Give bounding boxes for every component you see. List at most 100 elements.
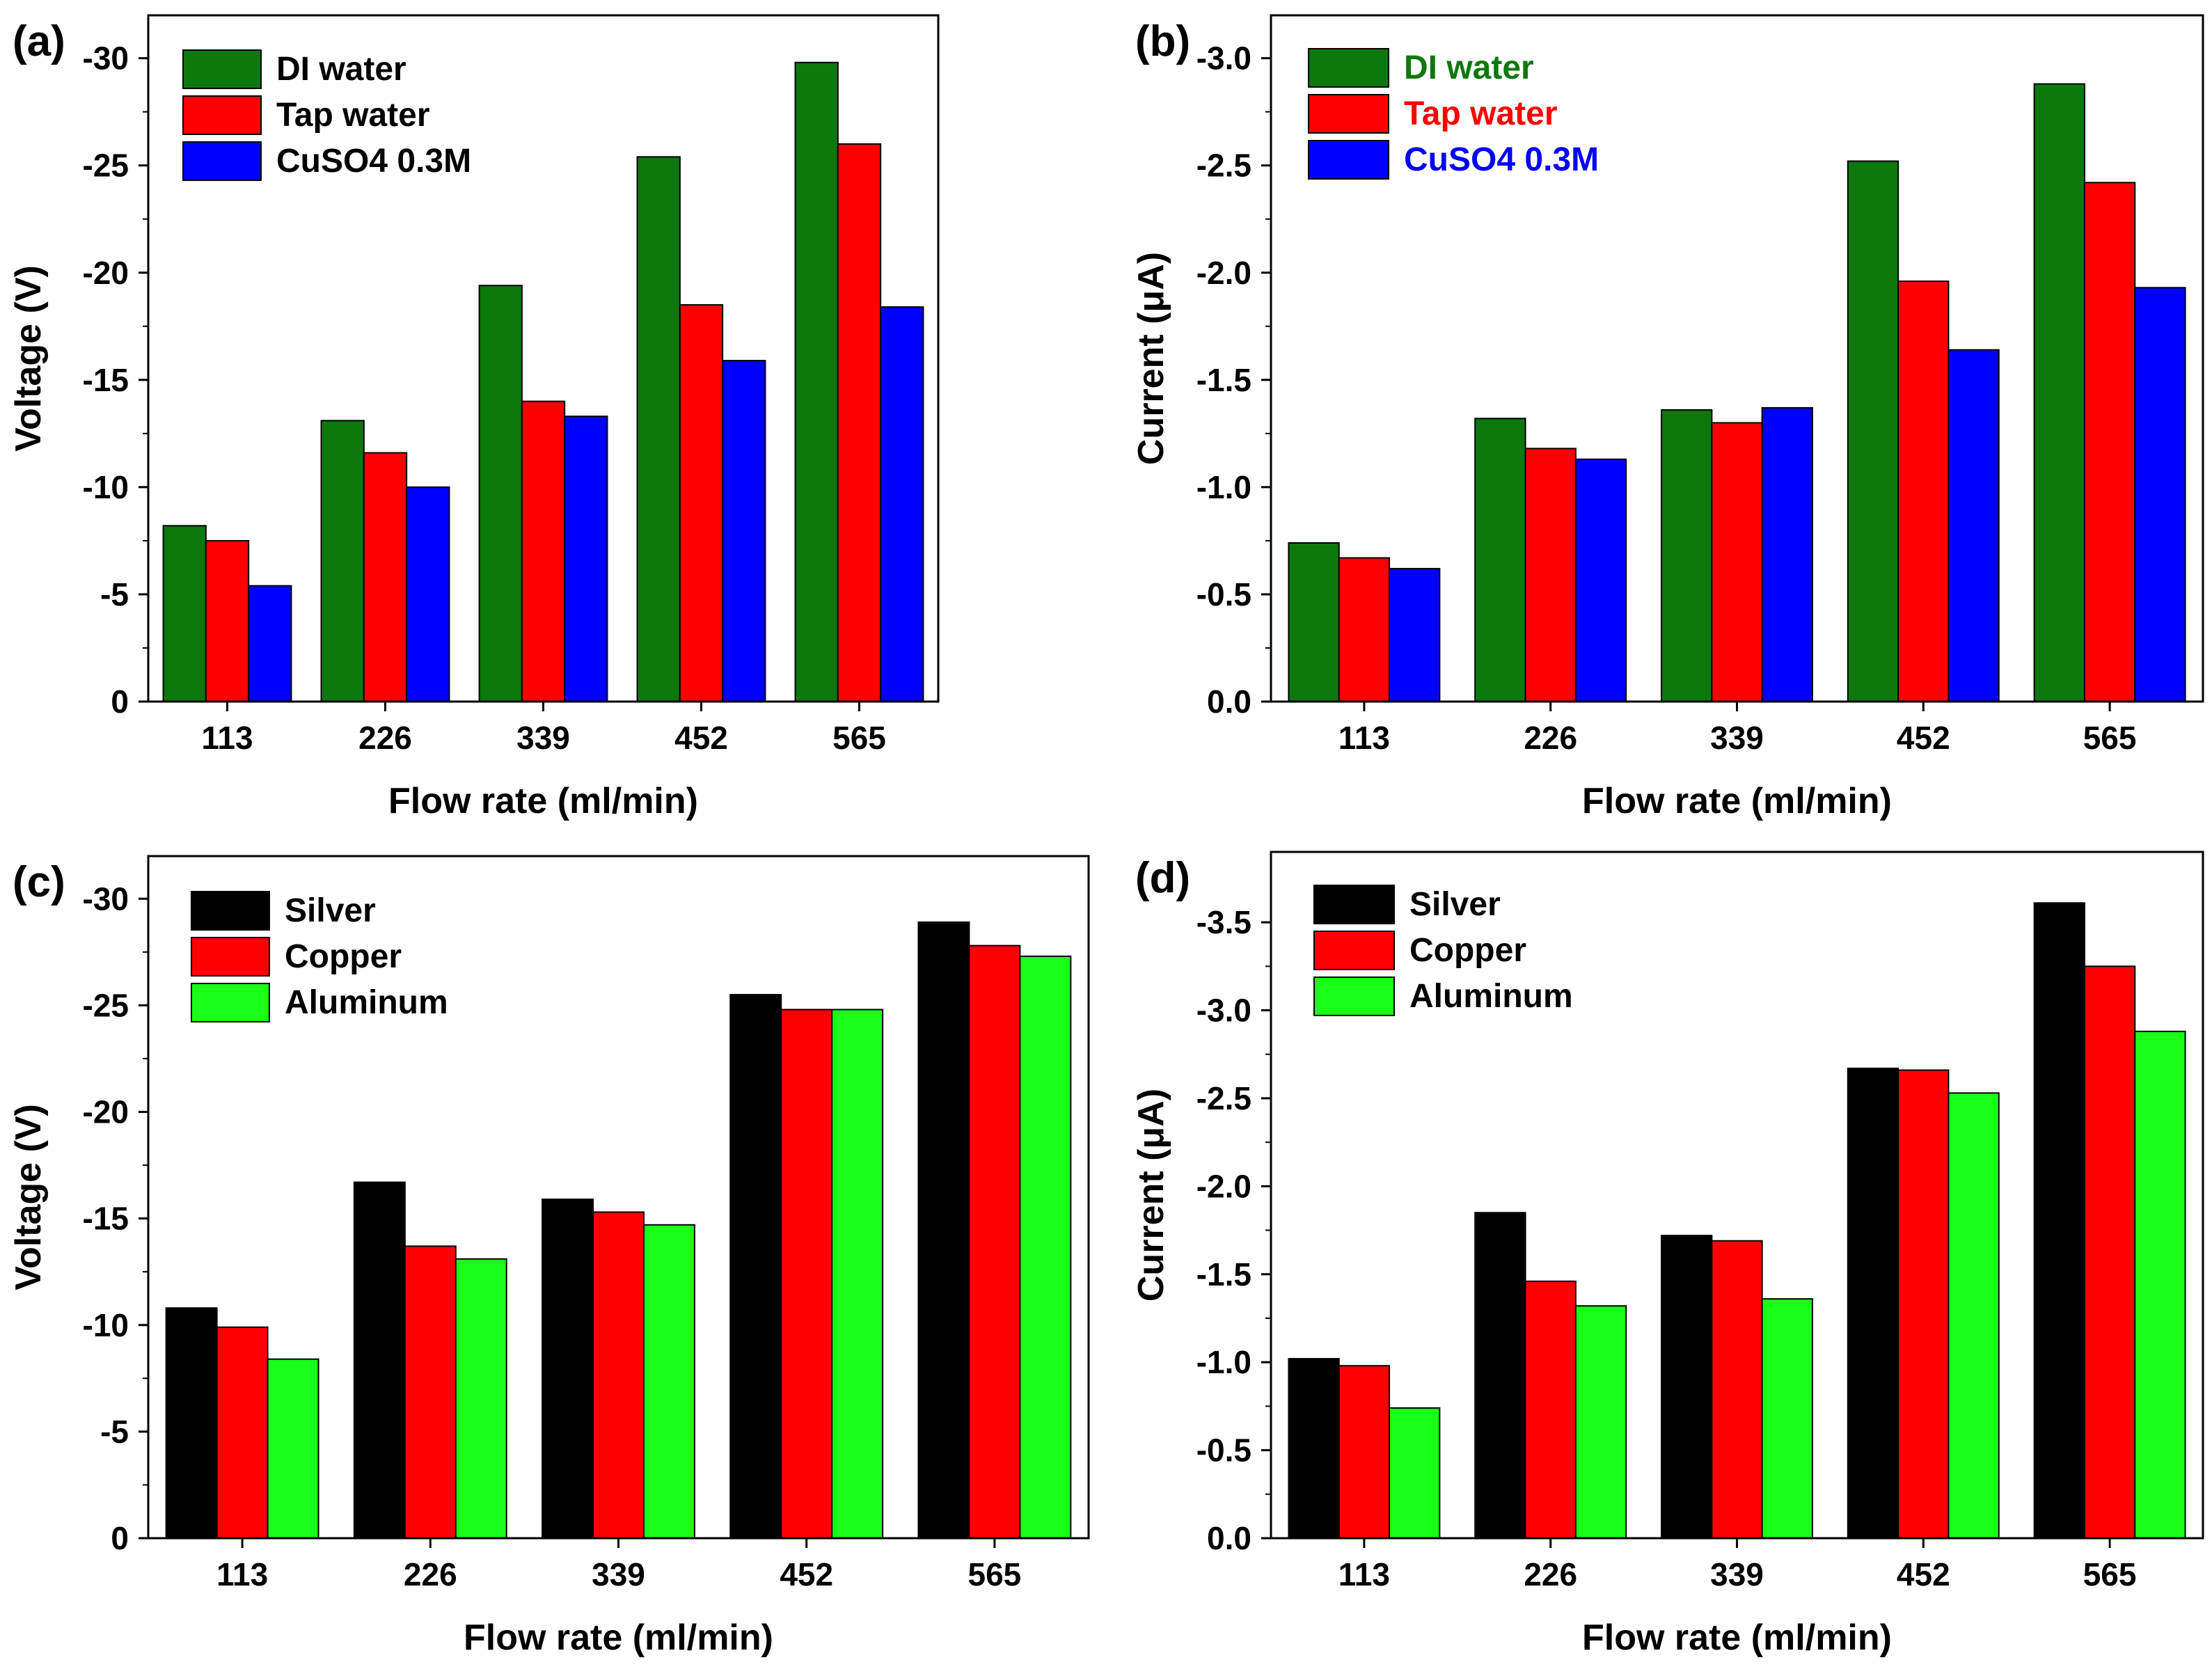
- chart-panel: 113 226 339 452 565 0 -5 -10 -15 -20 -25 -30 Flow ra…: [8, 14, 940, 821]
- bar: [165, 1307, 218, 1539]
- bar: [636, 156, 681, 703]
- legend-swatch: [1313, 977, 1395, 1016]
- x-tick-label: 226: [1524, 720, 1577, 756]
- y-tick-label: -30: [83, 40, 129, 77]
- bar: [1897, 1069, 1950, 1539]
- bar: [2083, 965, 2136, 1540]
- bar: [162, 525, 207, 703]
- x-tick-label: 452: [674, 720, 728, 756]
- plot-frame: [147, 855, 1090, 1540]
- legend-swatch: [1313, 931, 1395, 970]
- legend-label: DI water: [276, 51, 406, 88]
- y-tick-label: -30: [83, 880, 129, 917]
- bar: [2134, 1030, 2186, 1539]
- legend-swatch: [1308, 48, 1389, 88]
- bar: [1711, 1240, 1763, 1539]
- bar: [2033, 83, 2085, 703]
- y-tick-label: 0.0: [1207, 1520, 1251, 1556]
- x-tick-label: 452: [1897, 1556, 1950, 1592]
- bar: [564, 416, 608, 702]
- legend-swatch: [191, 983, 270, 1022]
- bar: [642, 1224, 695, 1539]
- y-tick-label: -5: [100, 1414, 129, 1450]
- bar: [1288, 541, 1340, 702]
- x-tick-label: 452: [1897, 720, 1950, 756]
- x-tick-label: 226: [1524, 1556, 1577, 1592]
- y-axis-label: Current (μA): [1131, 252, 1171, 465]
- x-tick-label: 226: [358, 720, 412, 756]
- y-axis-label: Voltage (V): [8, 265, 49, 452]
- bar: [1019, 955, 1072, 1539]
- x-tick-label: 113: [201, 720, 253, 756]
- y-tick-label: -3.5: [1196, 904, 1251, 940]
- y-tick-label: -2.5: [1196, 148, 1251, 184]
- bar: [404, 1245, 457, 1539]
- bar: [1948, 1092, 2000, 1540]
- legend-label: Aluminum: [1409, 978, 1573, 1015]
- bar: [1661, 409, 1713, 702]
- bar: [1948, 349, 2000, 702]
- y-tick-label: -20: [83, 255, 129, 291]
- y-tick-label: -5: [100, 576, 129, 612]
- y-tick-label: -10: [83, 1307, 129, 1343]
- y-axis-label: Voltage (V): [8, 1104, 49, 1290]
- x-tick-label: 339: [1710, 720, 1764, 756]
- legend-swatch: [182, 49, 262, 89]
- y-tick-label: -2.5: [1196, 1080, 1251, 1116]
- legend-label: Silver: [1409, 886, 1501, 923]
- bar: [1847, 160, 1899, 702]
- bar: [968, 944, 1021, 1539]
- plot-frame: [1270, 851, 2204, 1540]
- x-tick-label: 565: [2083, 1556, 2137, 1592]
- legend-swatch: [182, 141, 262, 181]
- y-tick-label: -10: [83, 469, 129, 505]
- x-tick-label: 113: [1338, 720, 1390, 756]
- y-tick-label: -0.5: [1196, 1432, 1251, 1469]
- chart-panel: 113 226 339 452 565 0 -5 -10 -15 -20 -25 -30 Flow ra…: [8, 855, 1090, 1658]
- legend-swatch: [1313, 885, 1395, 924]
- legend-swatch: [1308, 140, 1389, 180]
- bar: [267, 1358, 319, 1539]
- bar: [780, 1009, 833, 1539]
- legend-label: Silver: [285, 892, 376, 929]
- x-tick-label: 113: [216, 1556, 268, 1592]
- plot-frame: [1270, 14, 2204, 703]
- bar: [1574, 1305, 1627, 1540]
- bar: [729, 994, 782, 1539]
- bar: [363, 452, 408, 702]
- plot-frame: [147, 14, 940, 703]
- bar: [248, 585, 292, 702]
- bar: [216, 1326, 269, 1539]
- y-tick-label: -15: [83, 362, 129, 398]
- panel-label: (c): [13, 858, 65, 906]
- bar: [722, 360, 766, 702]
- bar: [353, 1181, 406, 1539]
- x-tick-label: 226: [404, 1556, 457, 1592]
- x-tick-label: 565: [2083, 720, 2137, 756]
- x-tick-label: 565: [968, 1556, 1022, 1592]
- bar: [837, 143, 882, 702]
- legend-swatch: [1308, 94, 1389, 134]
- x-tick-label: 339: [516, 720, 570, 756]
- bar: [1574, 458, 1627, 702]
- y-tick-label: -3.0: [1196, 40, 1251, 77]
- y-tick-label: -3.0: [1196, 993, 1251, 1029]
- panel-label: (a): [13, 17, 65, 65]
- bar: [521, 400, 566, 702]
- panel-label: (b): [1135, 17, 1190, 65]
- bar: [1761, 406, 1813, 703]
- y-tick-label: -2.0: [1196, 1168, 1251, 1204]
- y-tick-label: -20: [83, 1094, 129, 1130]
- bar: [1897, 280, 1950, 702]
- x-tick-label: 113: [1338, 1556, 1390, 1592]
- y-tick-label: -25: [83, 148, 129, 184]
- x-axis-label: Flow rate (ml/min): [1582, 781, 1892, 821]
- chart-panel: 113 226 339 452 565 0.0 -0.5 -1.0 -1.5 -2.0 -2.5 -3…: [1131, 14, 2204, 821]
- bar: [1338, 557, 1391, 703]
- bar: [205, 539, 250, 702]
- bar: [1524, 448, 1577, 702]
- y-tick-label: 0.0: [1207, 683, 1251, 720]
- bar: [2134, 287, 2186, 703]
- bar: [917, 921, 970, 1539]
- bar: [320, 420, 365, 702]
